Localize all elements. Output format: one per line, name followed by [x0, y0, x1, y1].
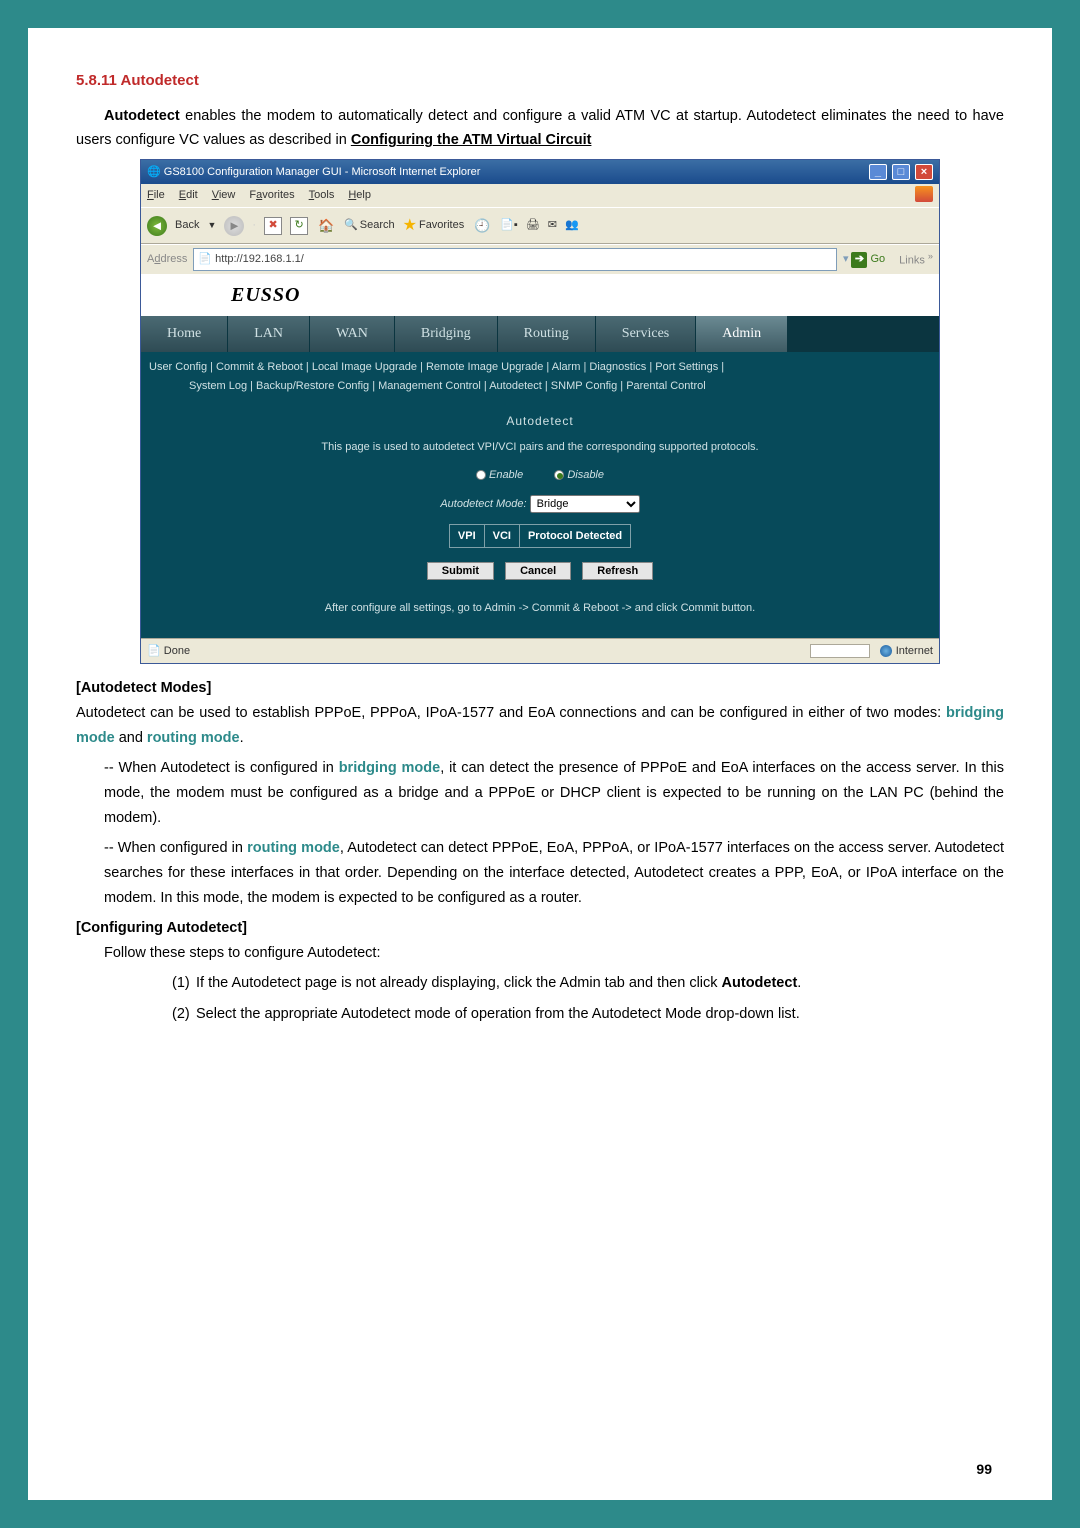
ie-window: 🌐 GS8100 Configuration Manager GUI - Mic… — [140, 159, 940, 665]
maximize-icon[interactable]: □ — [892, 164, 910, 180]
go-icon[interactable]: ➔ — [851, 252, 867, 268]
page-title: Autodetect — [151, 411, 929, 431]
router-app: EUSSO Home LAN WAN Bridging Routing Serv… — [141, 274, 939, 638]
mode-label: Autodetect Mode: — [440, 498, 526, 510]
back-icon[interactable]: ◄ — [147, 216, 167, 236]
ie-title-text: 🌐 GS8100 Configuration Manager GUI - Mic… — [147, 163, 480, 182]
radio-disable[interactable]: Disable — [554, 469, 604, 481]
page-number: 99 — [976, 1458, 992, 1482]
tab-home[interactable]: Home — [141, 316, 228, 352]
intro-paragraph: Autodetect enables the modem to automati… — [76, 104, 1004, 153]
submit-button[interactable]: Submit — [427, 562, 494, 580]
status-done: 📄 Done — [147, 642, 190, 661]
status-progress — [810, 644, 870, 658]
search-button[interactable]: 🔍Search — [344, 216, 395, 235]
tool-icon[interactable]: 📄▪ — [500, 216, 518, 235]
ie-addressbar: Address 📄 http://192.168.1.1/ ▾ ➔ Go Lin… — [141, 244, 939, 274]
status-zone: Internet — [896, 642, 933, 661]
menu-favorites[interactable]: Favorites — [249, 186, 294, 205]
main-tabs: Home LAN WAN Bridging Routing Services A… — [141, 316, 939, 352]
submenu-row2[interactable]: System Log | Backup/Restore Config | Man… — [149, 377, 931, 396]
modes-bullet1: -- When Autodetect is configured in brid… — [104, 756, 1004, 830]
mode-select[interactable]: Bridge — [530, 495, 640, 513]
links-label[interactable]: Links » — [899, 249, 933, 270]
page-desc: This page is used to autodetect VPI/VCI … — [151, 438, 929, 457]
tab-bridging[interactable]: Bridging — [395, 316, 498, 352]
config-steps: (1)If the Autodetect page is not already… — [172, 971, 1004, 1026]
config-lead: Follow these steps to configure Autodete… — [104, 941, 1004, 966]
address-label: Address — [147, 250, 187, 269]
window-buttons[interactable]: _ □ × — [867, 163, 933, 182]
menu-tools[interactable]: Tools — [309, 186, 335, 205]
col-vci: VCI — [484, 524, 519, 548]
history-icon[interactable]: 🕘 — [472, 216, 492, 236]
app-content: Autodetect This page is used to autodete… — [141, 397, 939, 638]
brand-logo: EUSSO — [231, 278, 300, 312]
forward-icon: ► — [224, 216, 244, 236]
menu-edit[interactable]: Edit — [179, 186, 198, 205]
cancel-button[interactable]: Cancel — [505, 562, 571, 580]
step-2: (2)Select the appropriate Autodetect mod… — [172, 1002, 1004, 1027]
ie-titlebar: 🌐 GS8100 Configuration Manager GUI - Mic… — [141, 160, 939, 185]
tab-routing[interactable]: Routing — [498, 316, 596, 352]
ie-menubar: File Edit View Favorites Tools Help — [141, 184, 939, 207]
modes-heading: [Autodetect Modes] — [76, 676, 1004, 701]
section-heading: 5.8.11 Autodetect — [76, 68, 1004, 94]
brand-bar: EUSSO — [141, 274, 939, 316]
menu-view[interactable]: View — [212, 186, 236, 205]
radio-enable[interactable]: Enable — [476, 469, 523, 481]
mail-icon[interactable]: ✉ — [548, 216, 557, 235]
submenu-row1[interactable]: User Config | Commit & Reboot | Local Im… — [149, 358, 931, 377]
ie-logo-icon — [915, 186, 933, 202]
refresh-icon[interactable]: ↻ — [290, 217, 308, 235]
step-1: (1)If the Autodetect page is not already… — [172, 971, 1004, 996]
internet-zone-icon — [880, 645, 892, 657]
back-label[interactable]: Back — [175, 216, 199, 235]
col-vpi: VPI — [449, 524, 484, 548]
tab-services[interactable]: Services — [596, 316, 696, 352]
tab-admin[interactable]: Admin — [696, 316, 788, 352]
ie-toolbar: ◄ Back▼ ► · ✖ ↻ 🏠 🔍Search ★Favorites 🕘 📄… — [141, 207, 939, 244]
col-protocol: Protocol Detected — [519, 524, 630, 548]
admin-submenu: User Config | Commit & Reboot | Local Im… — [141, 352, 939, 397]
favorites-button[interactable]: ★Favorites — [403, 212, 465, 239]
protocol-table: VPI VCI Protocol Detected — [449, 524, 631, 549]
mode-row: Autodetect Mode: Bridge — [151, 495, 929, 514]
stop-icon[interactable]: ✖ — [264, 217, 282, 235]
enable-disable-row: Enable Disable — [151, 466, 929, 485]
close-icon[interactable]: × — [915, 164, 933, 180]
config-heading: [Configuring Autodetect] — [76, 916, 1004, 941]
intro-link: Configuring the ATM Virtual Circuit — [351, 132, 592, 148]
intro-bold: Autodetect — [104, 108, 180, 124]
modes-bullet2: -- When configured in routing mode, Auto… — [104, 836, 1004, 910]
tab-lan[interactable]: LAN — [228, 316, 310, 352]
ie-statusbar: 📄 Done Internet — [141, 638, 939, 664]
go-label[interactable]: Go — [870, 250, 885, 269]
menu-file[interactable]: File — [147, 186, 165, 205]
print-icon[interactable]: 🖨 — [526, 216, 540, 235]
button-row: Submit Cancel Refresh — [151, 562, 929, 581]
modes-para1: Autodetect can be used to establish PPPo… — [76, 701, 1004, 750]
refresh-button[interactable]: Refresh — [582, 562, 653, 580]
menu-help[interactable]: Help — [348, 186, 371, 205]
discuss-icon[interactable]: 👥 — [565, 216, 579, 235]
home-icon[interactable]: 🏠 — [316, 216, 336, 236]
address-field[interactable]: 📄 http://192.168.1.1/ — [193, 248, 837, 271]
minimize-icon[interactable]: _ — [869, 164, 887, 180]
commit-hint: After configure all settings, go to Admi… — [151, 599, 929, 618]
tab-wan[interactable]: WAN — [310, 316, 395, 352]
